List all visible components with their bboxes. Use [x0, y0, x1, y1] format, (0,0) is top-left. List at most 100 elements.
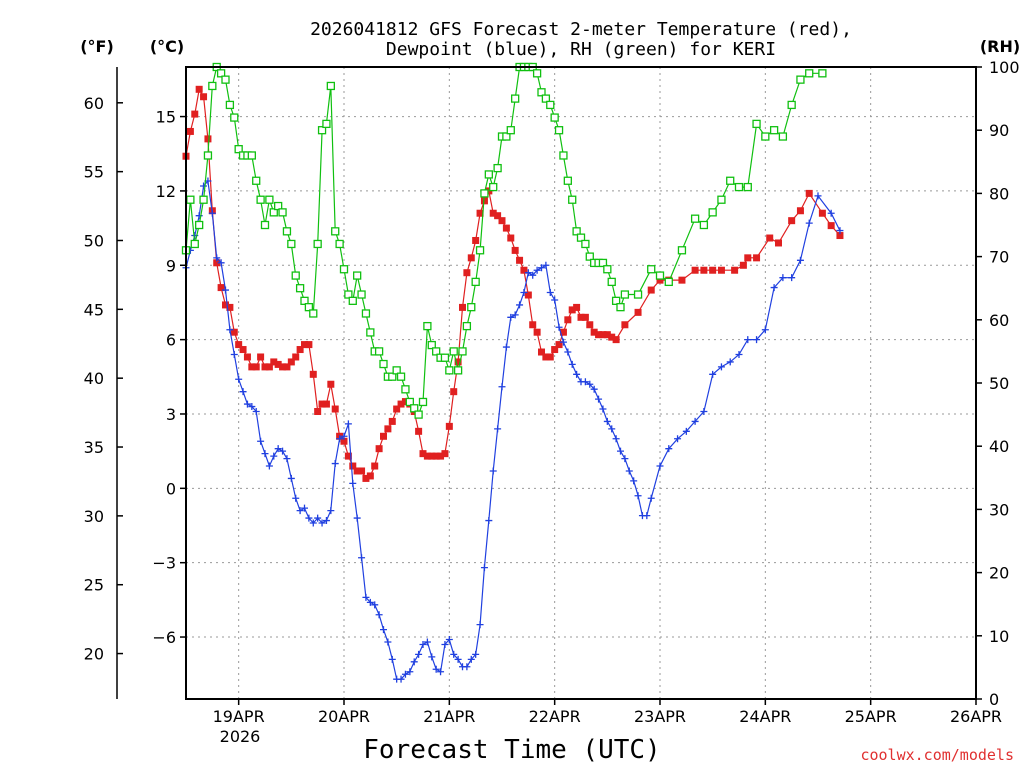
dewpoint-point — [559, 338, 567, 346]
relative-humidity-point — [633, 290, 643, 299]
2-meter-temperature-point — [287, 358, 295, 366]
2-meter-temperature-point — [489, 209, 497, 217]
relative-humidity-point — [576, 233, 586, 242]
relative-humidity-point — [291, 271, 300, 280]
relative-humidity-point — [458, 347, 467, 356]
2-meter-temperature-point — [520, 266, 528, 274]
relative-humidity-point — [388, 372, 397, 381]
relative-humidity-point — [550, 113, 559, 122]
relative-humidity-point — [690, 214, 700, 223]
relative-humidity-point — [818, 69, 827, 78]
relative-humidity-point — [203, 151, 213, 160]
dewpoint-point — [445, 636, 453, 644]
2-meter-temperature-point — [559, 328, 567, 336]
2-meter-temperature-point — [252, 363, 260, 371]
dewpoint-point — [555, 323, 563, 331]
2-meter-temperature-point — [397, 400, 405, 408]
dewpoint-point — [305, 514, 313, 522]
2-meter-temperature-point — [248, 363, 256, 371]
dewpoint-point — [331, 460, 339, 468]
dewpoint-point — [222, 286, 229, 294]
dewpoint-point — [235, 375, 243, 383]
2-meter-temperature-point — [358, 467, 366, 475]
relative-humidity-point — [278, 208, 287, 217]
relative-humidity-point — [361, 309, 371, 318]
dewpoint-point — [568, 360, 576, 368]
dewpoint-point — [467, 655, 475, 663]
relative-humidity-point — [559, 151, 568, 160]
relative-humidity-point — [304, 303, 314, 312]
rh-tick-label: 40 — [989, 437, 1009, 456]
relative-humidity-point — [563, 176, 572, 185]
2-meter-temperature-point — [230, 328, 238, 336]
dewpoint-point — [485, 517, 493, 525]
2-meter-temperature-point — [691, 266, 699, 274]
dewpoint-point — [419, 640, 427, 648]
2-meter-temperature-point — [590, 328, 598, 336]
relative-humidity-point — [607, 277, 616, 287]
2-meter-temperature-point — [498, 217, 506, 225]
2-meter-temperature-point — [827, 222, 835, 230]
rh-tick-label: 0 — [989, 690, 999, 709]
2-meter-temperature-point — [366, 472, 374, 480]
relative-humidity-point — [216, 69, 226, 78]
dewpoint-point — [371, 601, 379, 609]
2-meter-temperature-point — [700, 266, 708, 274]
relative-humidity-point — [423, 321, 432, 331]
relative-humidity-point — [603, 265, 612, 274]
dewpoint-point — [630, 477, 638, 485]
2-meter-temperature-point — [551, 346, 559, 354]
relative-humidity-point — [326, 81, 335, 91]
relative-humidity-point — [484, 170, 493, 179]
relative-humidity-point — [322, 119, 331, 129]
relative-humidity-point — [274, 201, 283, 211]
rh-tick-label: 100 — [989, 58, 1020, 77]
dewpoint-point — [643, 512, 651, 520]
dewpoint-point — [621, 455, 629, 463]
dewpoint-point — [586, 380, 594, 388]
dewpoint-point — [301, 504, 308, 512]
relative-humidity-point — [647, 265, 656, 274]
relative-humidity-point — [568, 195, 577, 204]
2-meter-temperature-point — [480, 197, 488, 205]
dewpoint-point — [270, 452, 278, 460]
2-meter-temperature-point — [419, 450, 427, 458]
dewpoint-point — [200, 182, 208, 190]
2-meter-temperature-point — [296, 346, 304, 354]
relative-humidity-point — [734, 182, 744, 192]
dewpoint-point — [814, 192, 822, 200]
relative-humidity-point — [225, 100, 235, 110]
2-meter-temperature-point — [634, 308, 642, 316]
celsius-tick-label: −3 — [152, 554, 176, 573]
dewpoint-point — [538, 264, 545, 272]
2-meter-temperature-point — [428, 452, 436, 460]
dewpoint-point — [595, 395, 603, 403]
2-meter-temperature-point — [283, 363, 291, 371]
celsius-tick-label: −6 — [152, 628, 176, 647]
dewpoint-point — [340, 432, 348, 440]
dewpoint-point — [502, 343, 510, 351]
celsius-tick-label: 12 — [156, 182, 176, 201]
dewpoint-point — [533, 266, 541, 274]
2-meter-temperature-point — [401, 398, 409, 406]
relative-humidity-point — [221, 75, 230, 84]
2-meter-temperature-point — [516, 256, 524, 264]
2-meter-temperature-point — [717, 266, 725, 274]
dewpoint-point — [243, 400, 251, 408]
dewpoint-point — [309, 519, 317, 527]
rh-unit-label: (RH) — [980, 37, 1020, 56]
dewpoint-point — [327, 507, 335, 515]
dewpoint-point — [423, 638, 431, 646]
2-meter-temperature-point — [274, 360, 282, 368]
2-meter-temperature-point — [459, 303, 466, 311]
2-meter-temperature-point — [371, 462, 379, 470]
2-meter-temperature-point — [805, 189, 813, 197]
relative-humidity-point — [445, 366, 454, 375]
dewpoint-point — [230, 350, 238, 358]
dewpoint-point — [805, 219, 813, 227]
2-meter-temperature-point — [301, 341, 308, 349]
dewpoint-point — [612, 435, 620, 443]
relative-humidity-point — [401, 385, 410, 394]
dewpoint-point — [450, 650, 458, 658]
